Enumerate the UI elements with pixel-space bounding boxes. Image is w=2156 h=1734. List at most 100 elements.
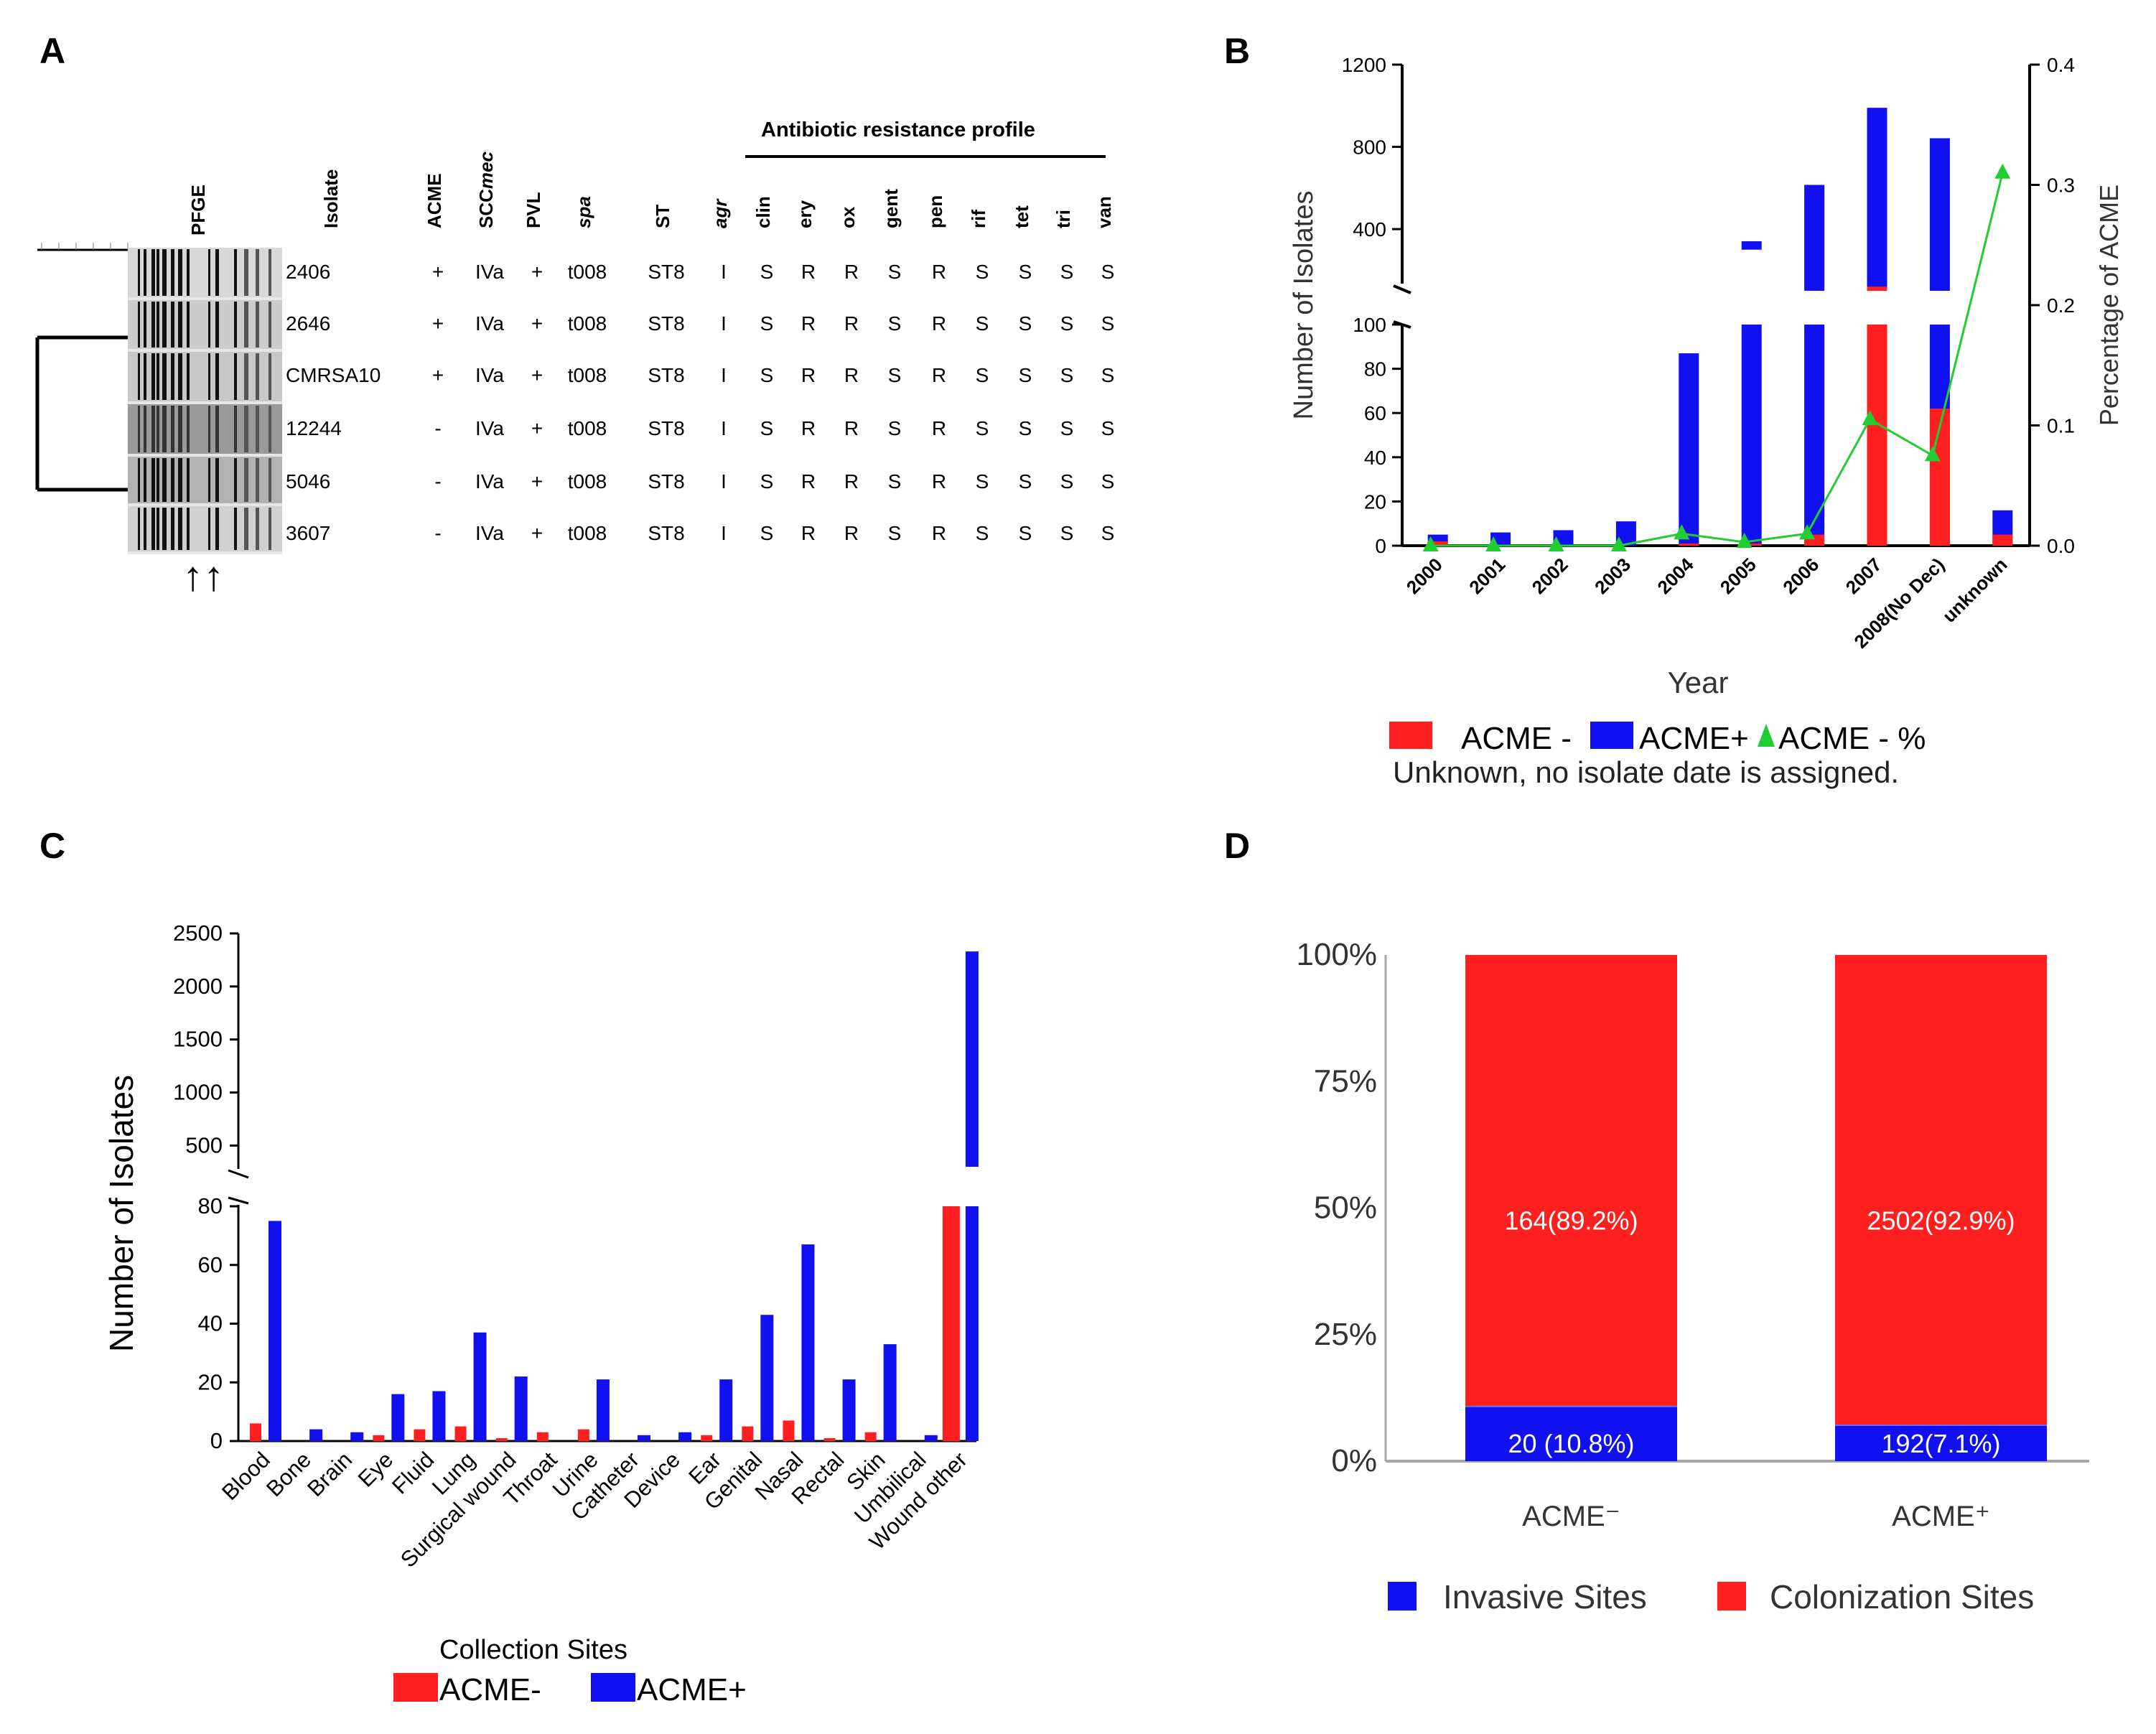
pfge-band <box>171 458 174 502</box>
pfge-band <box>157 249 159 296</box>
column-header: PVL <box>523 192 544 228</box>
y2-tick-label: 0.3 <box>2047 174 2075 197</box>
pfge-band <box>234 508 237 550</box>
table-cell: t008 <box>568 522 607 544</box>
pfge-band <box>234 302 237 348</box>
pfge-band <box>187 353 190 400</box>
table-cell: I <box>721 312 727 335</box>
table-cell: + <box>432 261 444 283</box>
table-cell: - <box>434 470 441 493</box>
pfge-band <box>151 406 155 452</box>
bar-acme-neg <box>942 1206 960 1441</box>
bar-acme-pos <box>514 1376 528 1441</box>
pfge-band <box>244 353 248 400</box>
table-cell: S <box>1019 470 1032 493</box>
bar-value-label: 20 (10.8%) <box>1508 1429 1634 1458</box>
table-cell: S <box>1019 522 1032 544</box>
pfge-band <box>138 406 140 452</box>
table-cell: S <box>976 261 989 283</box>
pfge-band <box>157 353 159 400</box>
bar-acme-neg <box>250 1423 261 1441</box>
pct-line <box>1430 172 2004 547</box>
x-tick-label: ACME⁻ <box>1522 1501 1620 1532</box>
table-cell: I <box>721 364 727 386</box>
table-cell: S <box>1060 470 1074 493</box>
table-cell: R <box>932 470 946 493</box>
x-tick-label: 2002 <box>1528 554 1572 598</box>
table-cell: S <box>760 522 774 544</box>
legend-label: ACME - <box>1461 721 1572 756</box>
table-cell: S <box>888 470 902 493</box>
bar-acme-neg <box>373 1435 385 1441</box>
y-tick-label: 20 <box>198 1369 223 1394</box>
x-axis-label: Collection Sites <box>439 1635 627 1665</box>
pfge-band <box>162 508 167 550</box>
table-cell: 12244 <box>286 417 342 439</box>
pfge-band <box>208 406 210 452</box>
pct-marker <box>1422 536 1439 551</box>
bar-acme-neg <box>1427 541 1448 546</box>
table-cell: + <box>531 522 543 544</box>
pfge-header: PFGE <box>187 185 209 236</box>
table-cell: ST8 <box>648 364 684 386</box>
table-cell: S <box>888 312 902 335</box>
table-cell: R <box>932 364 946 386</box>
table-cell: + <box>531 470 543 493</box>
pfge-band <box>157 302 159 348</box>
table-cell: S <box>1060 522 1074 544</box>
table-cell: S <box>760 417 774 439</box>
pfge-band <box>178 458 182 502</box>
bar-colonization <box>1835 955 2047 1425</box>
table-cell: R <box>801 261 816 283</box>
pfge-band <box>244 458 248 502</box>
bar-acme-pos <box>596 1379 610 1441</box>
pfge-band <box>208 353 210 400</box>
table-cell: S <box>760 364 774 386</box>
x-tick-label: 2005 <box>1716 554 1760 598</box>
pfge-band <box>187 458 190 502</box>
y-tick-label: 0 <box>210 1428 223 1453</box>
table-cell: IVa <box>475 364 504 386</box>
x-tick-label: Fluid <box>387 1447 439 1498</box>
pfge-band <box>208 302 210 348</box>
y-tick-label: 2500 <box>173 920 223 946</box>
legend-swatch-colonization <box>1717 1582 1746 1611</box>
pfge-band <box>178 508 182 550</box>
pct-marker <box>1548 536 1564 551</box>
bar-acme-pos <box>473 1332 487 1441</box>
column-header: ox <box>837 206 859 228</box>
bar-acme-pos <box>842 1379 856 1441</box>
table-cell: S <box>976 470 989 493</box>
column-header: tet <box>1011 205 1032 228</box>
pfge-band <box>162 302 167 348</box>
pfge-band <box>171 406 174 452</box>
bar-acme-pos <box>883 1344 897 1441</box>
table-cell: S <box>760 312 774 335</box>
bar-acme-pos <box>309 1429 323 1441</box>
y-tick-label: 2000 <box>173 974 223 999</box>
legend-swatch-acme-pos <box>1590 722 1633 749</box>
bar-acme-pos <box>678 1432 692 1441</box>
column-header: agr <box>709 198 731 228</box>
table-cell: t008 <box>568 470 607 493</box>
pfge-band <box>269 249 271 296</box>
pfge-band <box>171 249 174 296</box>
pfge-band <box>234 406 237 452</box>
pfge-band <box>234 353 237 400</box>
legend-swatch-acme-neg <box>393 1673 438 1702</box>
pfge-band <box>162 406 167 452</box>
pfge-band <box>151 249 155 296</box>
pfge-band <box>144 302 146 348</box>
bar-acme-pos <box>965 1206 979 1441</box>
bar-acme-pos <box>1804 185 1825 291</box>
y-tick-label: 800 <box>1353 136 1386 159</box>
legend-swatch-invasive <box>1388 1582 1417 1611</box>
y-tick-label: 80 <box>198 1193 223 1218</box>
column-header: ery <box>794 200 816 228</box>
bar-value-label: 164(89.2%) <box>1504 1206 1638 1236</box>
pfge-band <box>187 302 190 348</box>
axis-break <box>228 1196 249 1205</box>
table-cell: + <box>432 312 444 335</box>
pfge-band <box>138 353 140 400</box>
column-header: ST <box>652 205 673 228</box>
